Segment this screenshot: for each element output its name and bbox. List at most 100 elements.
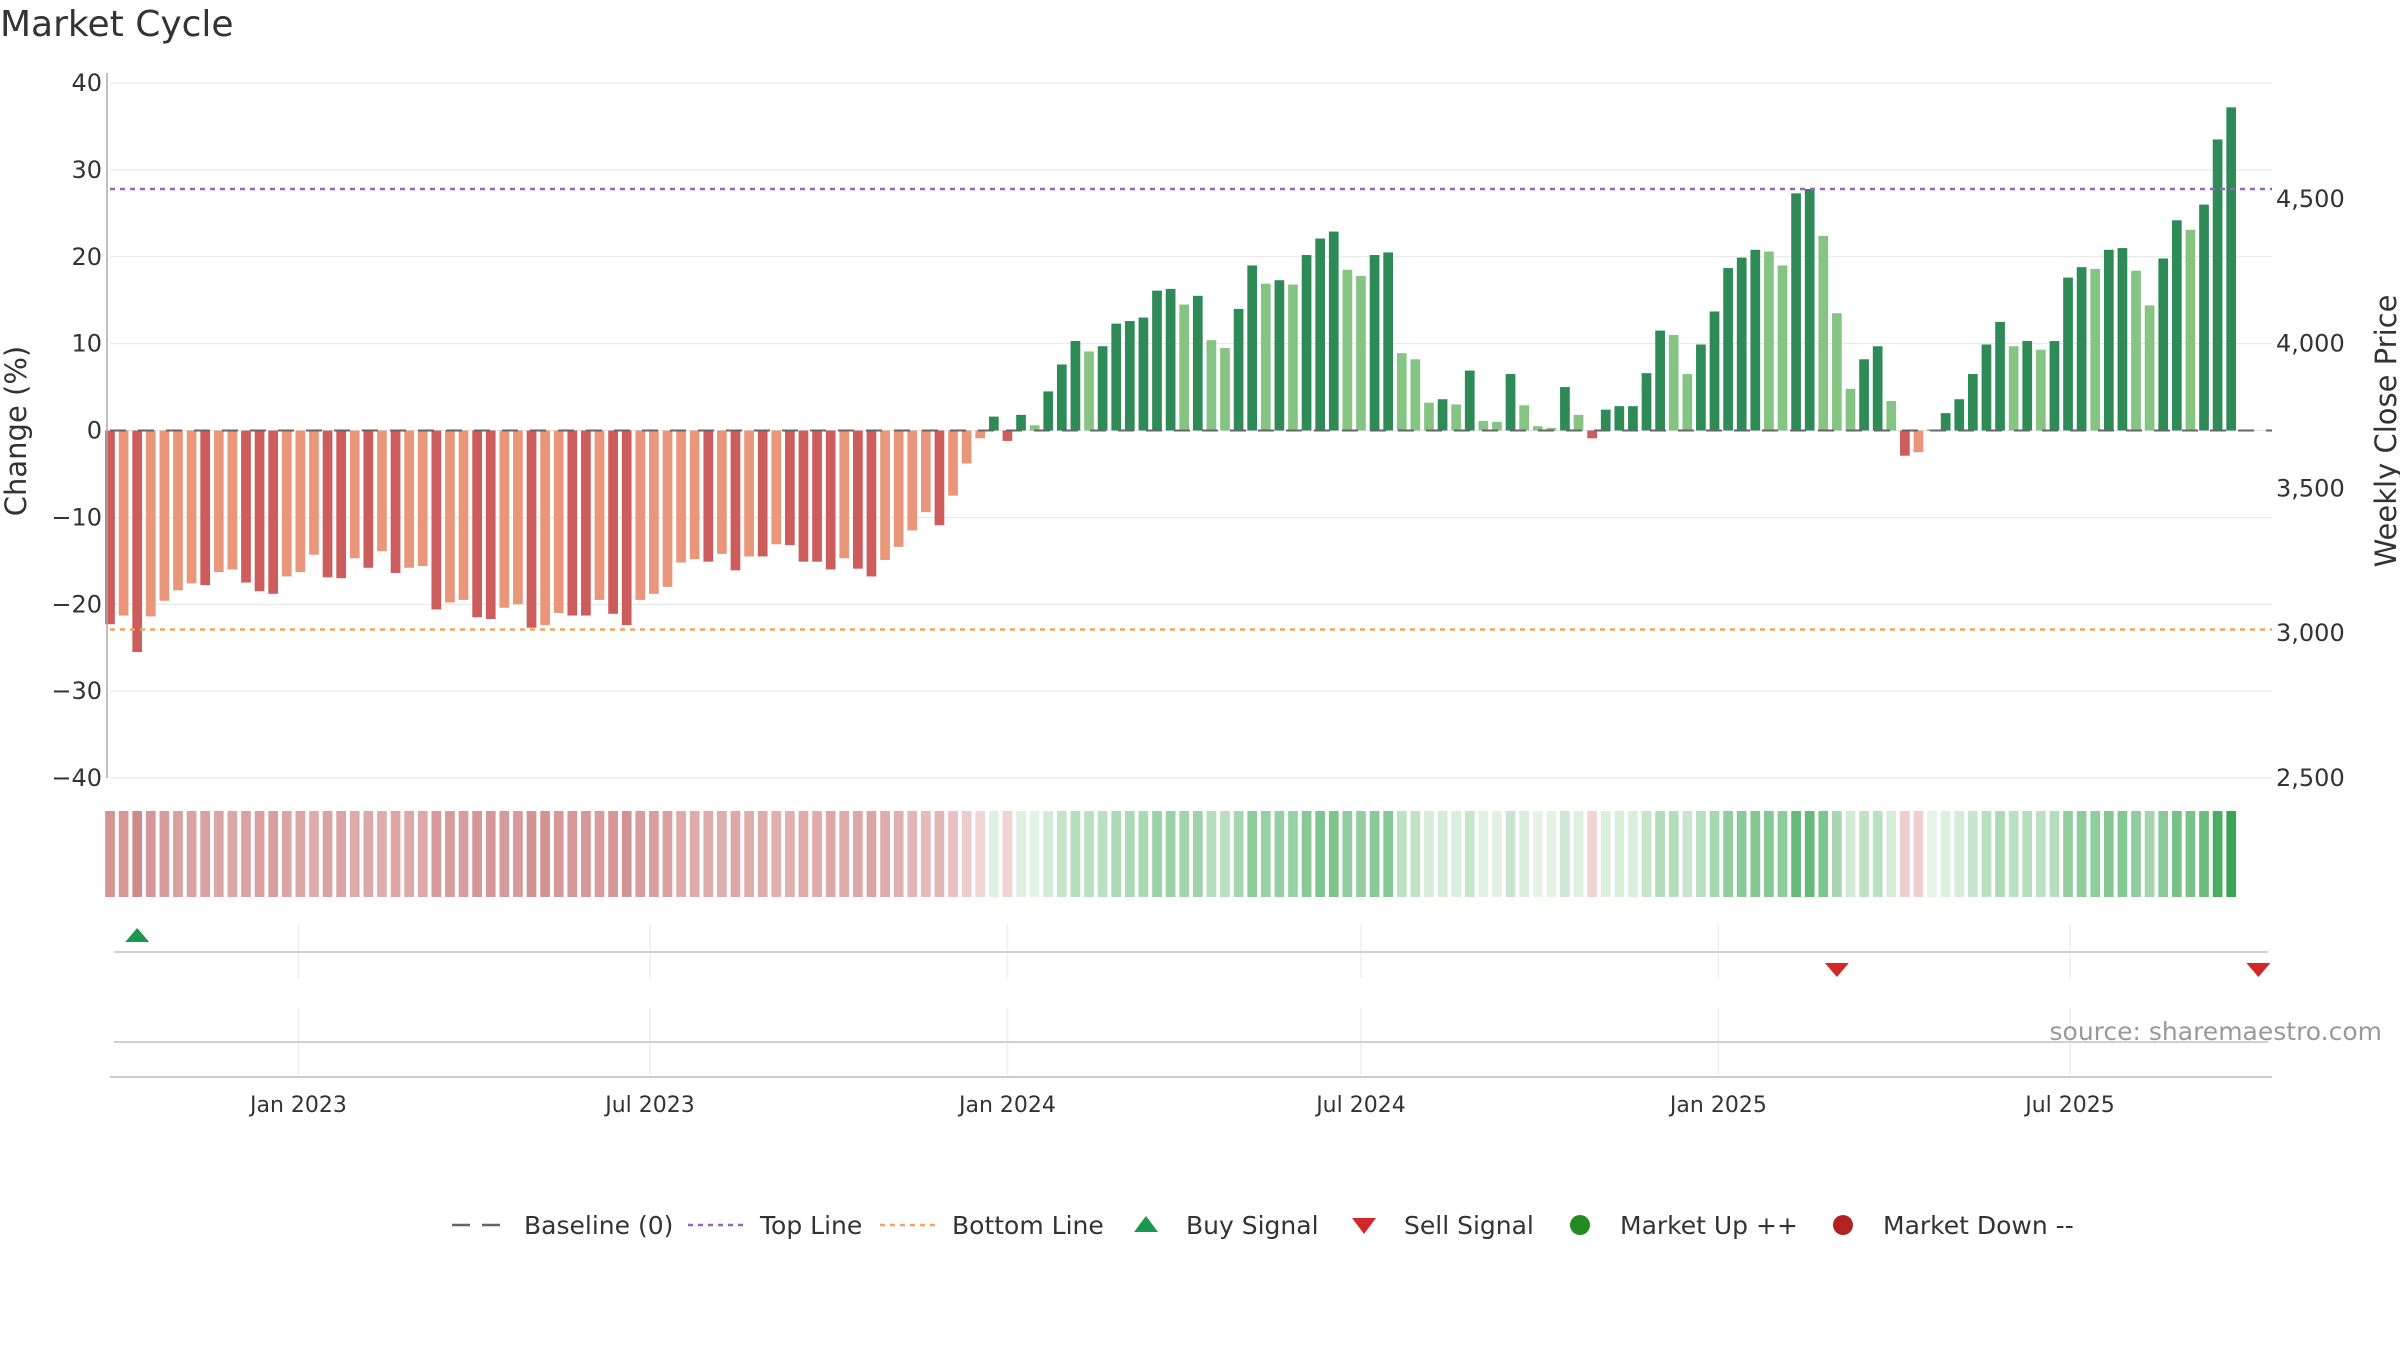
bar: [798, 430, 809, 562]
bar: [1233, 308, 1244, 431]
heat-cell: [812, 811, 822, 897]
bar: [1709, 311, 1720, 431]
bar: [363, 430, 374, 568]
heat-cell: [1587, 811, 1597, 897]
heat-cell: [621, 811, 632, 897]
bar: [1492, 421, 1502, 431]
heat-cell: [132, 811, 143, 897]
bar: [1084, 351, 1094, 431]
legend-buy-label: Buy Signal: [1186, 1211, 1319, 1240]
bars: [105, 107, 2237, 653]
reference-lines: [110, 187, 2272, 631]
bar: [1315, 238, 1326, 431]
bar: [880, 430, 890, 560]
heat-cell: [1668, 811, 1679, 897]
heat-cell: [1560, 811, 1570, 897]
bar: [1940, 413, 1951, 431]
heat-cell: [200, 811, 211, 897]
heat-cell: [295, 811, 306, 897]
heat-cell: [662, 811, 673, 897]
heat-cell: [1478, 811, 1489, 897]
legend-baseline-label: Baseline (0): [524, 1211, 673, 1240]
heat-cell: [1084, 811, 1094, 897]
legend-top-line-label: Top Line: [759, 1211, 862, 1240]
legend-market-up-label: Market Up ++: [1620, 1211, 1798, 1240]
bar: [254, 430, 265, 592]
heat-cell: [567, 811, 578, 897]
heat-cell: [2212, 811, 2223, 897]
heat-cell: [1614, 811, 1625, 897]
bar: [1016, 414, 1026, 431]
bar: [866, 430, 877, 577]
heat-cell: [472, 811, 482, 897]
bar: [948, 430, 958, 496]
bar: [458, 430, 469, 600]
bar: [540, 430, 550, 626]
bar: [1111, 323, 1122, 431]
heat-cell: [390, 811, 401, 897]
heat-cell: [920, 811, 931, 897]
bar: [2090, 268, 2101, 431]
bar: [132, 430, 143, 653]
bar: [730, 430, 741, 571]
heat-cell: [1573, 811, 1584, 897]
heat-cell: [1138, 811, 1149, 897]
heat-cell: [1097, 811, 1108, 897]
bar: [2226, 107, 2237, 431]
heat-cell: [1029, 811, 1040, 897]
bar: [1220, 347, 1230, 431]
bar: [1192, 295, 1203, 431]
bar: [676, 430, 686, 563]
heat-cell: [363, 811, 374, 897]
bar: [1587, 430, 1597, 439]
bar: [1696, 344, 1706, 431]
bar: [1628, 406, 1638, 431]
bar: [1451, 404, 1462, 431]
heat-cell: [1600, 811, 1611, 897]
heat-cell: [907, 811, 918, 897]
heat-cell: [934, 811, 945, 897]
heat-cell: [377, 811, 387, 897]
bar: [689, 430, 700, 560]
heat-cell: [1682, 811, 1693, 897]
bar: [567, 430, 578, 616]
bar: [988, 416, 999, 431]
heat-cell: [703, 811, 714, 897]
bar: [907, 430, 918, 531]
bar: [1437, 399, 1448, 431]
heat-cell: [975, 811, 986, 897]
bar: [893, 430, 904, 547]
legend-sell-swatch: [1352, 1218, 1376, 1234]
bar: [227, 430, 238, 570]
y2-tick-label: 3,000: [2276, 619, 2345, 647]
heat-cell: [1505, 811, 1516, 897]
bar: [621, 430, 632, 626]
bar: [1206, 340, 1217, 431]
heat-cell: [1967, 811, 1978, 897]
heat-cell: [744, 811, 754, 897]
y-axis-label: Change (%): [0, 346, 33, 516]
bar: [2158, 258, 2169, 431]
heat-cell: [1641, 811, 1652, 897]
bar: [1424, 402, 1434, 431]
bar: [1573, 414, 1584, 431]
heat-cell: [1383, 811, 1394, 897]
legend-sell-label: Sell Signal: [1404, 1211, 1534, 1240]
bar: [1641, 373, 1652, 431]
bar: [1179, 304, 1190, 431]
heat-cell: [2063, 811, 2073, 897]
heat-cell: [689, 811, 700, 897]
heat-cell: [1070, 811, 1081, 897]
bar: [553, 430, 564, 613]
bar: [336, 430, 347, 579]
bar: [1056, 364, 1067, 431]
heat-cell: [118, 811, 129, 897]
bar: [2008, 346, 2019, 431]
heat-cell: [268, 811, 279, 897]
bar: [703, 430, 714, 562]
bar: [1995, 321, 2005, 431]
bar: [1029, 425, 1040, 431]
bar: [526, 430, 537, 628]
heat-cell: [1179, 811, 1190, 897]
